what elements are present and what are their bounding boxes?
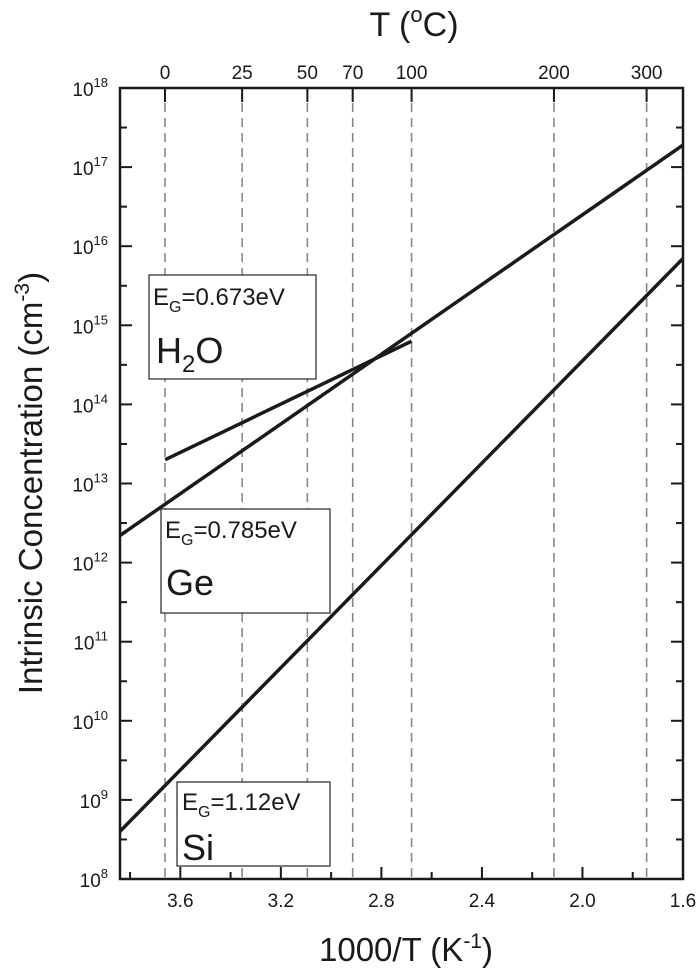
si-label-box [176, 781, 331, 867]
top-tick-label-25: 25 [232, 63, 253, 84]
y-tick-label-1e15: 1015 [72, 312, 108, 338]
ge-name-text: Ge [166, 562, 214, 603]
h2o-label: EG=0.673eV H2O [148, 274, 317, 380]
top-tick-label-200: 200 [538, 63, 570, 84]
h2o-name-text: H2O [156, 330, 223, 378]
x-tick-label-3.2: 3.2 [268, 891, 294, 912]
ge-bandgap-text: EG=0.785eV [165, 517, 297, 549]
si-bandgap-text: EG=1.12eV [182, 789, 301, 821]
series-line-si [118, 257, 685, 833]
ge-label: EG=0.785eV Ge [160, 508, 331, 614]
top-tick-label-70: 70 [342, 63, 363, 84]
top-tick-label-50: 50 [297, 63, 318, 84]
series-line-ge [119, 143, 684, 537]
plot-frame [118, 86, 685, 881]
series-line-h2o [164, 339, 413, 462]
y-tick-label-1e12: 1012 [72, 550, 108, 576]
x-axis-title: 1000/T (K-1) [319, 930, 493, 968]
y-tick-label-1e10: 1010 [72, 708, 108, 734]
h2o-label-box [148, 274, 317, 380]
si-label: EG=1.12eV Si [176, 781, 331, 868]
y-tick-label-1e11: 1011 [73, 629, 108, 655]
x-tick-label-2.4: 2.4 [469, 891, 496, 912]
y-tick-label-1e14: 1014 [72, 391, 108, 417]
y-tick-label-1e17: 1017 [72, 154, 108, 180]
top-tick-label-300: 300 [631, 63, 663, 84]
si-name-text: Si [182, 827, 214, 868]
x-tick-label-2.0: 2.0 [569, 891, 595, 912]
series-lines [118, 143, 685, 833]
top-axis-title: T (oC) [369, 2, 458, 44]
axis-ticks [120, 87, 684, 880]
axis-tick-labels: 0 25 50 70 100 200 300 3.6 3.2 2.8 2.4 2.0 1.6 108 109… [72, 63, 696, 912]
h2o-bandgap-text: EG=0.673eV [153, 284, 285, 316]
y-tick-label-1e9: 109 [80, 787, 108, 813]
top-tick-label-100: 100 [396, 63, 428, 84]
y-tick-label-1e13: 1013 [72, 471, 108, 497]
x-tick-label-2.8: 2.8 [368, 891, 394, 912]
y-tick-label-1e18: 1018 [72, 75, 108, 101]
x-tick-label-3.6: 3.6 [167, 891, 193, 912]
y-tick-label-1e8: 108 [80, 866, 108, 892]
y-axis-title: Intrinsic Concentration (cm-3) [11, 272, 49, 694]
x-tick-label-1.6: 1.6 [670, 891, 696, 912]
temperature-guide-lines [164, 88, 648, 879]
y-tick-label-1e16: 1016 [72, 233, 108, 259]
top-tick-label-0: 0 [160, 63, 171, 84]
ge-label-box [160, 508, 331, 614]
